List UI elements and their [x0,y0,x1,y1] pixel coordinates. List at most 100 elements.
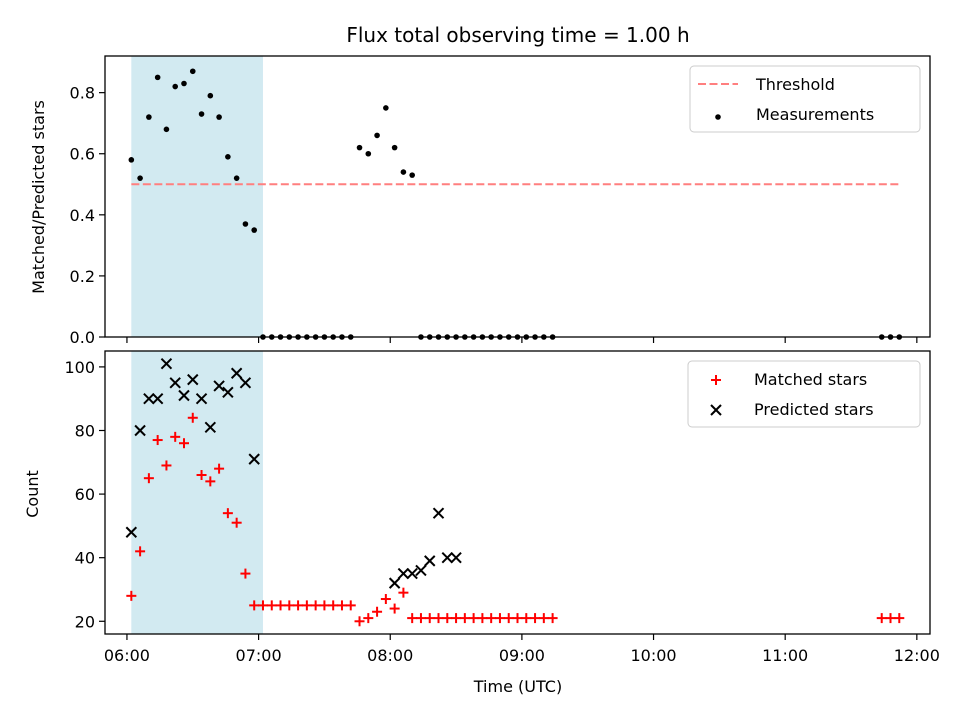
xtick-label: 12:00 [894,646,940,665]
measurements-point [216,114,222,120]
predicted-stars-point [441,551,453,564]
ratio-ytick-label: 0.8 [70,84,95,103]
x-stroke-b [450,551,462,564]
measurements-point [356,144,363,151]
legend-box [687,360,921,428]
matched-stars-point [336,600,347,611]
matched-stars-point [521,613,532,624]
legend-label: Predicted stars [754,400,874,419]
ratio-shaded-region [131,56,263,337]
measurements-point [242,221,249,227]
x-stroke-b [134,424,146,437]
matched-stars-point [319,600,330,611]
matched-stars-point [328,600,339,611]
ratio-ytick-label: 0.4 [70,206,95,225]
ratio-ylabel: Matched/Predicted stars [29,100,48,294]
predicted-stars-point [187,373,199,386]
x-stroke-b [406,567,418,580]
matched-stars-point [389,603,400,614]
measurements-point [225,153,231,160]
matched-stars-point [442,613,453,624]
matched-stars-point [530,613,541,624]
legend-box [689,65,921,133]
matched-stars-point [885,613,896,624]
matched-stars-point [503,613,514,624]
matched-stars-point [240,568,251,579]
x-stroke-b [710,404,722,416]
x-stroke-b [195,392,208,405]
x-stroke-b [204,421,217,434]
matched-stars-point [178,438,189,449]
matched-stars-point [468,613,479,624]
predicted-stars-point [169,377,181,389]
x-stroke-b [160,358,173,370]
x-stroke-b [151,392,164,405]
predicted-stars-point [160,358,173,370]
measurements-point [146,114,152,120]
predicted-stars-point [195,392,208,405]
matched-stars-point [486,613,497,624]
predicted-stars-point [397,567,410,580]
measurements-point [233,175,240,181]
x-stroke-b [441,551,453,564]
count-shaded-region [131,351,263,634]
matched-stars-point [143,473,154,484]
predicted-stars-point [222,386,234,399]
x-stroke-b [397,567,410,580]
count-legend: Matched stars Predicted stars [687,360,921,428]
matched-stars-point [231,517,242,528]
predicted-stars-point [178,389,190,402]
matched-stars-point [407,613,418,624]
count-ytick-label: 100 [64,358,95,377]
matched-stars-point [257,600,268,611]
predicted-stars-point [432,507,445,519]
matched-stars-point [301,600,312,611]
matched-stars-point [459,613,470,624]
count-ytick-label: 40 [75,549,95,568]
matched-stars-point [161,460,172,471]
xtick-label: 09:00 [499,646,545,665]
x-stroke-b [169,377,181,389]
x-stroke-b [222,386,234,399]
matched-stars-point [894,613,905,624]
measurements-point [172,83,179,90]
x-stroke-b [432,507,445,519]
matched-stars-point [126,590,137,601]
x-stroke-b [415,564,427,577]
xtick-label: 06:00 [104,646,150,665]
predicted-stars-point [134,424,146,437]
x-stroke-b [125,526,138,538]
predicted-stars-point [415,564,427,577]
matched-stars-point [512,613,523,624]
matched-stars-point [477,613,488,624]
x-stroke-b [248,453,260,465]
x-stroke-b [143,392,155,405]
ratio-ytick-label: 0.2 [70,267,95,286]
matched-stars-point [135,546,146,557]
x-stroke-b [187,373,199,386]
x-stroke-b [213,380,225,392]
matched-stars-point [451,613,462,624]
ratio-ytick-label: 0.0 [70,328,95,347]
x-stroke-b [424,555,436,567]
matched-stars-point [222,508,233,519]
matched-stars-point [214,463,225,474]
matched-stars-point [372,606,383,617]
matched-stars-point [275,600,286,611]
measurements-point [128,157,135,163]
xtick-label: 08:00 [367,646,413,665]
predicted-stars-point [248,453,260,465]
predicted-stars-point [406,567,418,580]
predicted-stars-point [151,392,164,405]
measurements-point [251,227,258,233]
xtick-label: 11:00 [762,646,808,665]
matched-stars-point [310,600,321,611]
measurements-point [207,92,214,99]
matched-stars-point [266,600,277,611]
x-stroke-b [178,389,190,402]
ratio-ytick-label: 0.6 [70,145,95,164]
matched-stars-point [170,431,181,442]
matched-stars-point [876,613,887,624]
matched-stars-point [196,470,207,481]
predicted-stars-point [125,526,138,538]
